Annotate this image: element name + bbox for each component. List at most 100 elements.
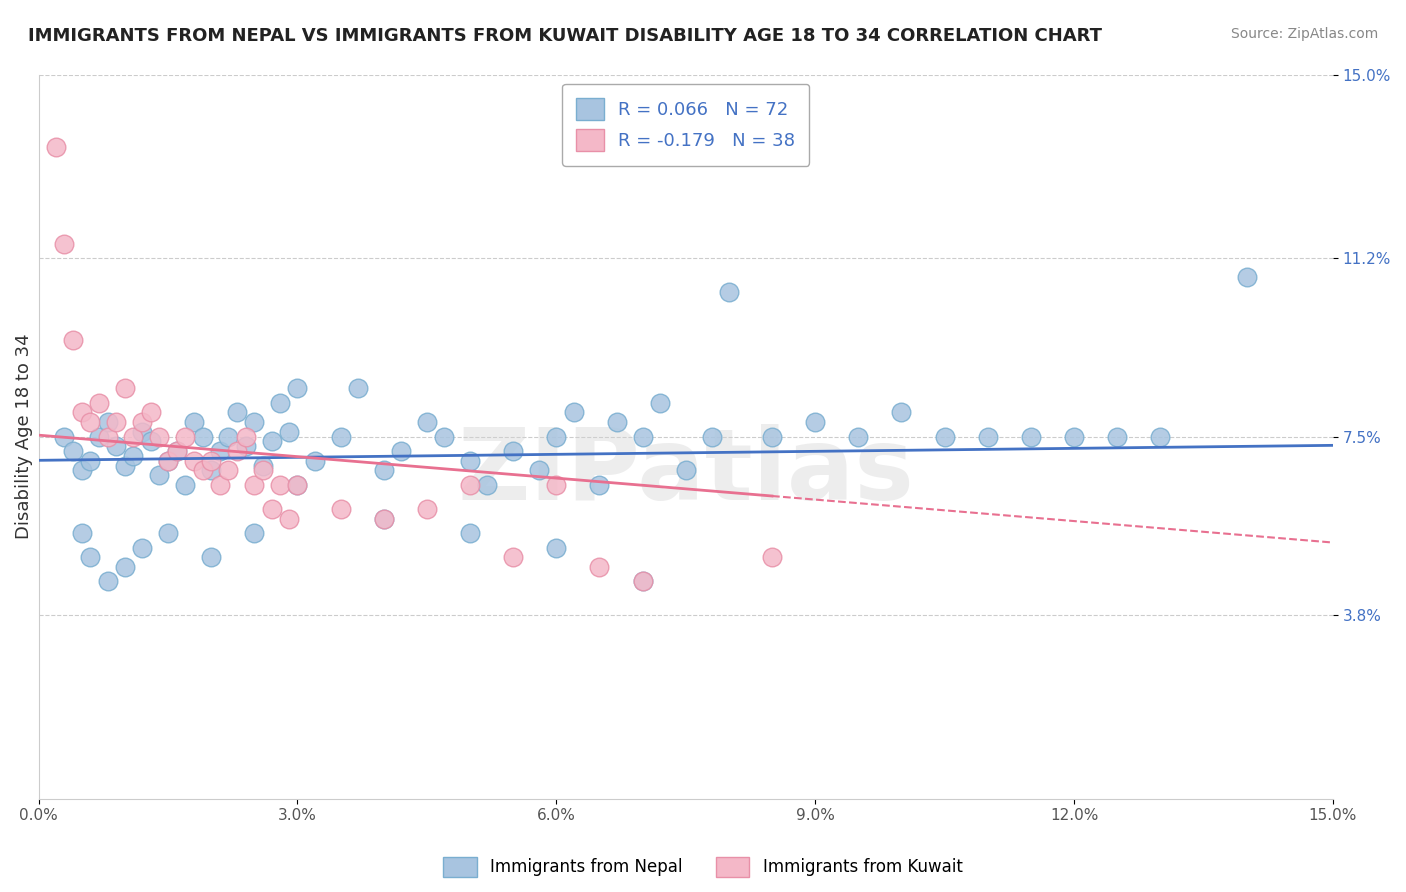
Point — [277, 425, 299, 439]
Point — [761, 430, 783, 444]
Point — [131, 425, 153, 439]
Point — [631, 574, 654, 589]
Point — [122, 449, 145, 463]
Point — [87, 396, 110, 410]
Point — [458, 478, 481, 492]
Point — [846, 430, 869, 444]
Point — [235, 430, 257, 444]
Text: IMMIGRANTS FROM NEPAL VS IMMIGRANTS FROM KUWAIT DISABILITY AGE 18 TO 34 CORRELAT: IMMIGRANTS FROM NEPAL VS IMMIGRANTS FROM… — [28, 27, 1102, 45]
Point — [166, 444, 188, 458]
Point — [260, 434, 283, 449]
Point — [458, 454, 481, 468]
Point — [700, 430, 723, 444]
Point — [70, 526, 93, 541]
Point — [200, 550, 222, 565]
Point — [588, 478, 610, 492]
Point — [269, 478, 291, 492]
Point — [79, 550, 101, 565]
Point — [156, 454, 179, 468]
Point — [174, 478, 197, 492]
Point — [373, 463, 395, 477]
Point — [114, 458, 136, 473]
Point — [79, 415, 101, 429]
Point — [347, 381, 370, 395]
Point — [183, 454, 205, 468]
Point — [217, 463, 239, 477]
Point — [717, 285, 740, 299]
Point — [373, 512, 395, 526]
Point — [217, 430, 239, 444]
Point — [208, 444, 231, 458]
Point — [183, 415, 205, 429]
Point — [277, 512, 299, 526]
Point — [648, 396, 671, 410]
Point — [588, 560, 610, 574]
Point — [416, 415, 439, 429]
Point — [45, 140, 67, 154]
Point — [606, 415, 628, 429]
Point — [243, 415, 266, 429]
Point — [287, 478, 309, 492]
Point — [208, 478, 231, 492]
Point — [105, 439, 128, 453]
Point — [502, 550, 524, 565]
Point — [389, 444, 412, 458]
Point — [243, 478, 266, 492]
Point — [53, 430, 76, 444]
Point — [287, 381, 309, 395]
Point — [122, 430, 145, 444]
Point — [252, 463, 274, 477]
Point — [174, 430, 197, 444]
Point — [287, 478, 309, 492]
Point — [252, 458, 274, 473]
Point — [114, 560, 136, 574]
Point — [477, 478, 499, 492]
Point — [269, 396, 291, 410]
Point — [131, 415, 153, 429]
Point — [166, 444, 188, 458]
Point — [1063, 430, 1085, 444]
Point — [70, 405, 93, 419]
Point — [114, 381, 136, 395]
Point — [131, 541, 153, 555]
Point — [235, 439, 257, 453]
Point — [62, 333, 84, 347]
Point — [977, 430, 1000, 444]
Point — [226, 444, 249, 458]
Point — [546, 541, 568, 555]
Point — [191, 430, 214, 444]
Point — [260, 502, 283, 516]
Point — [79, 454, 101, 468]
Point — [139, 434, 162, 449]
Point — [200, 463, 222, 477]
Point — [191, 463, 214, 477]
Point — [546, 478, 568, 492]
Point — [87, 430, 110, 444]
Point — [62, 444, 84, 458]
Point — [148, 468, 170, 483]
Point — [631, 574, 654, 589]
Point — [156, 526, 179, 541]
Point — [804, 415, 827, 429]
Text: ZIPatlas: ZIPatlas — [457, 425, 914, 521]
Point — [97, 415, 120, 429]
Point — [53, 236, 76, 251]
Point — [761, 550, 783, 565]
Point — [1236, 270, 1258, 285]
Point — [631, 430, 654, 444]
Point — [70, 463, 93, 477]
Y-axis label: Disability Age 18 to 34: Disability Age 18 to 34 — [15, 334, 32, 540]
Point — [200, 454, 222, 468]
Point — [329, 430, 352, 444]
Point — [416, 502, 439, 516]
Point — [675, 463, 697, 477]
Point — [546, 430, 568, 444]
Point — [97, 430, 120, 444]
Point — [156, 454, 179, 468]
Point — [934, 430, 956, 444]
Point — [1149, 430, 1171, 444]
Point — [373, 512, 395, 526]
Point — [433, 430, 456, 444]
Point — [304, 454, 326, 468]
Point — [502, 444, 524, 458]
